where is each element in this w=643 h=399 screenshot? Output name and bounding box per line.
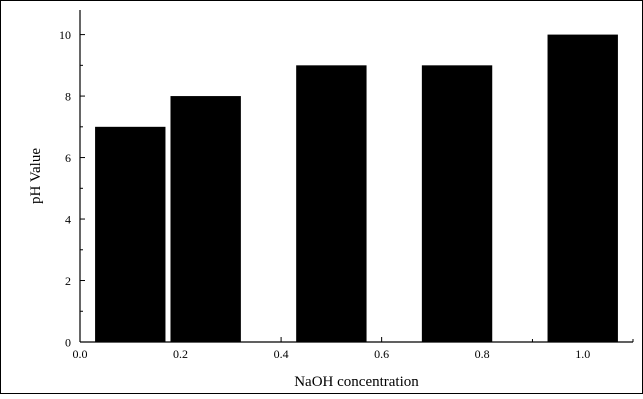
y-tick-label: 2 xyxy=(65,274,71,288)
y-tick-label: 6 xyxy=(65,151,71,165)
bar-2 xyxy=(170,96,241,343)
y-tick-label: 4 xyxy=(65,213,71,227)
axes-layer: 0 2 4 6 8 10 0.0 0.2 0.4 0.6 0.8 1.0 xyxy=(59,10,634,361)
x-axis-label: NaOH concentration xyxy=(294,374,419,390)
bar-1 xyxy=(95,126,166,342)
y-tick-label: 0 xyxy=(65,336,71,350)
y-tick-label: 8 xyxy=(65,90,71,104)
bar-3 xyxy=(296,65,367,342)
bar-5 xyxy=(547,34,618,343)
bar-4 xyxy=(421,65,493,342)
x-tick-label: 0.6 xyxy=(374,347,389,361)
x-tick-label: 0.2 xyxy=(173,347,188,361)
x-tick-label: 0.0 xyxy=(73,347,88,361)
y-axis-label: pH Value xyxy=(28,148,44,204)
x-tick-label: 0.8 xyxy=(475,347,490,361)
y-tick-label: 10 xyxy=(59,28,71,42)
x-tick-label: 0.4 xyxy=(274,347,289,361)
x-tick-label: 1.0 xyxy=(575,347,590,361)
bars-layer xyxy=(95,34,618,343)
